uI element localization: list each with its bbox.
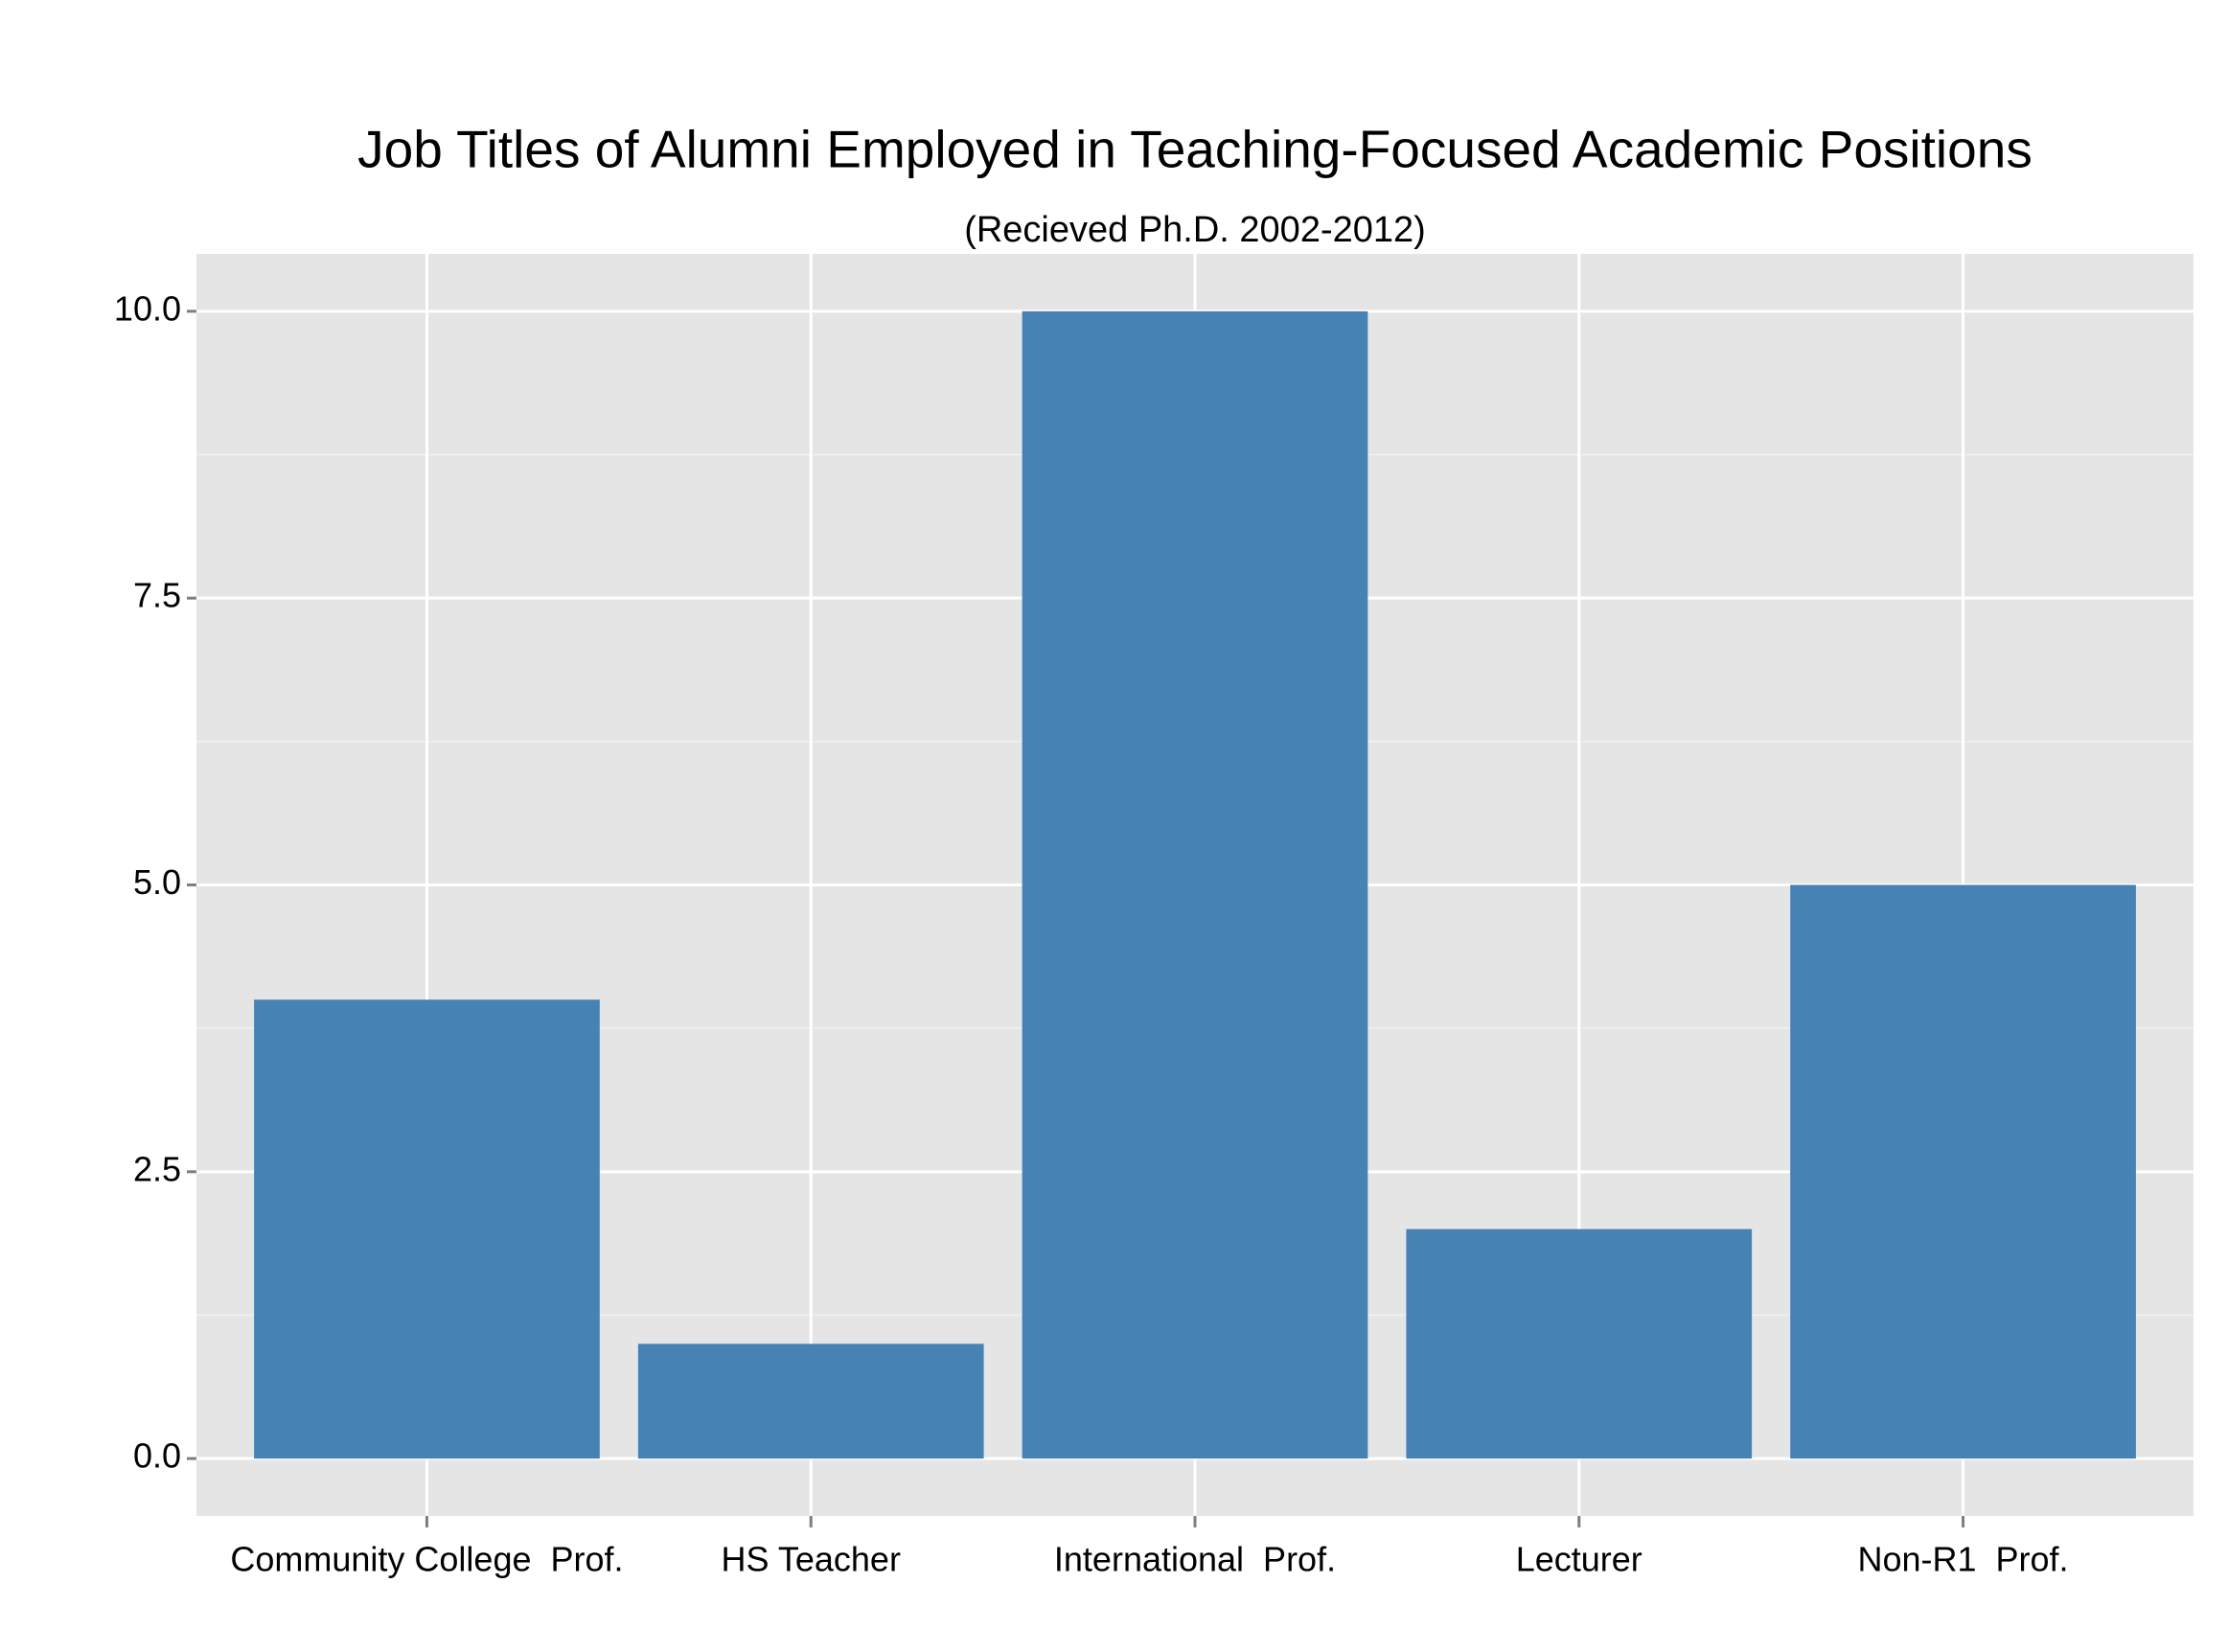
chart-subtitle: (Recieved Ph.D. 2002-2012) — [964, 210, 1426, 250]
x-tick-label: International Prof. — [1054, 1540, 1336, 1579]
y-tick-label: 5.0 — [133, 862, 181, 902]
y-tick-label: 0.0 — [133, 1436, 181, 1476]
x-tick-label: Community College Prof. — [230, 1540, 623, 1579]
y-tick-label: 10.0 — [114, 288, 181, 328]
x-tick-label: Lecturer — [1516, 1540, 1642, 1579]
chart-title: Job Titles of Alumni Employed in Teachin… — [357, 120, 2033, 179]
x-tick-label: HS Teacher — [722, 1540, 901, 1579]
bar — [1022, 310, 1368, 1459]
bar — [1406, 1228, 1753, 1459]
y-tick-label: 7.5 — [133, 576, 181, 615]
x-tick-label: Non-R1 Prof. — [1857, 1540, 2068, 1579]
bar — [1790, 884, 2136, 1459]
bar — [254, 999, 600, 1459]
y-tick-label: 2.5 — [133, 1149, 181, 1188]
bar — [637, 1343, 984, 1459]
